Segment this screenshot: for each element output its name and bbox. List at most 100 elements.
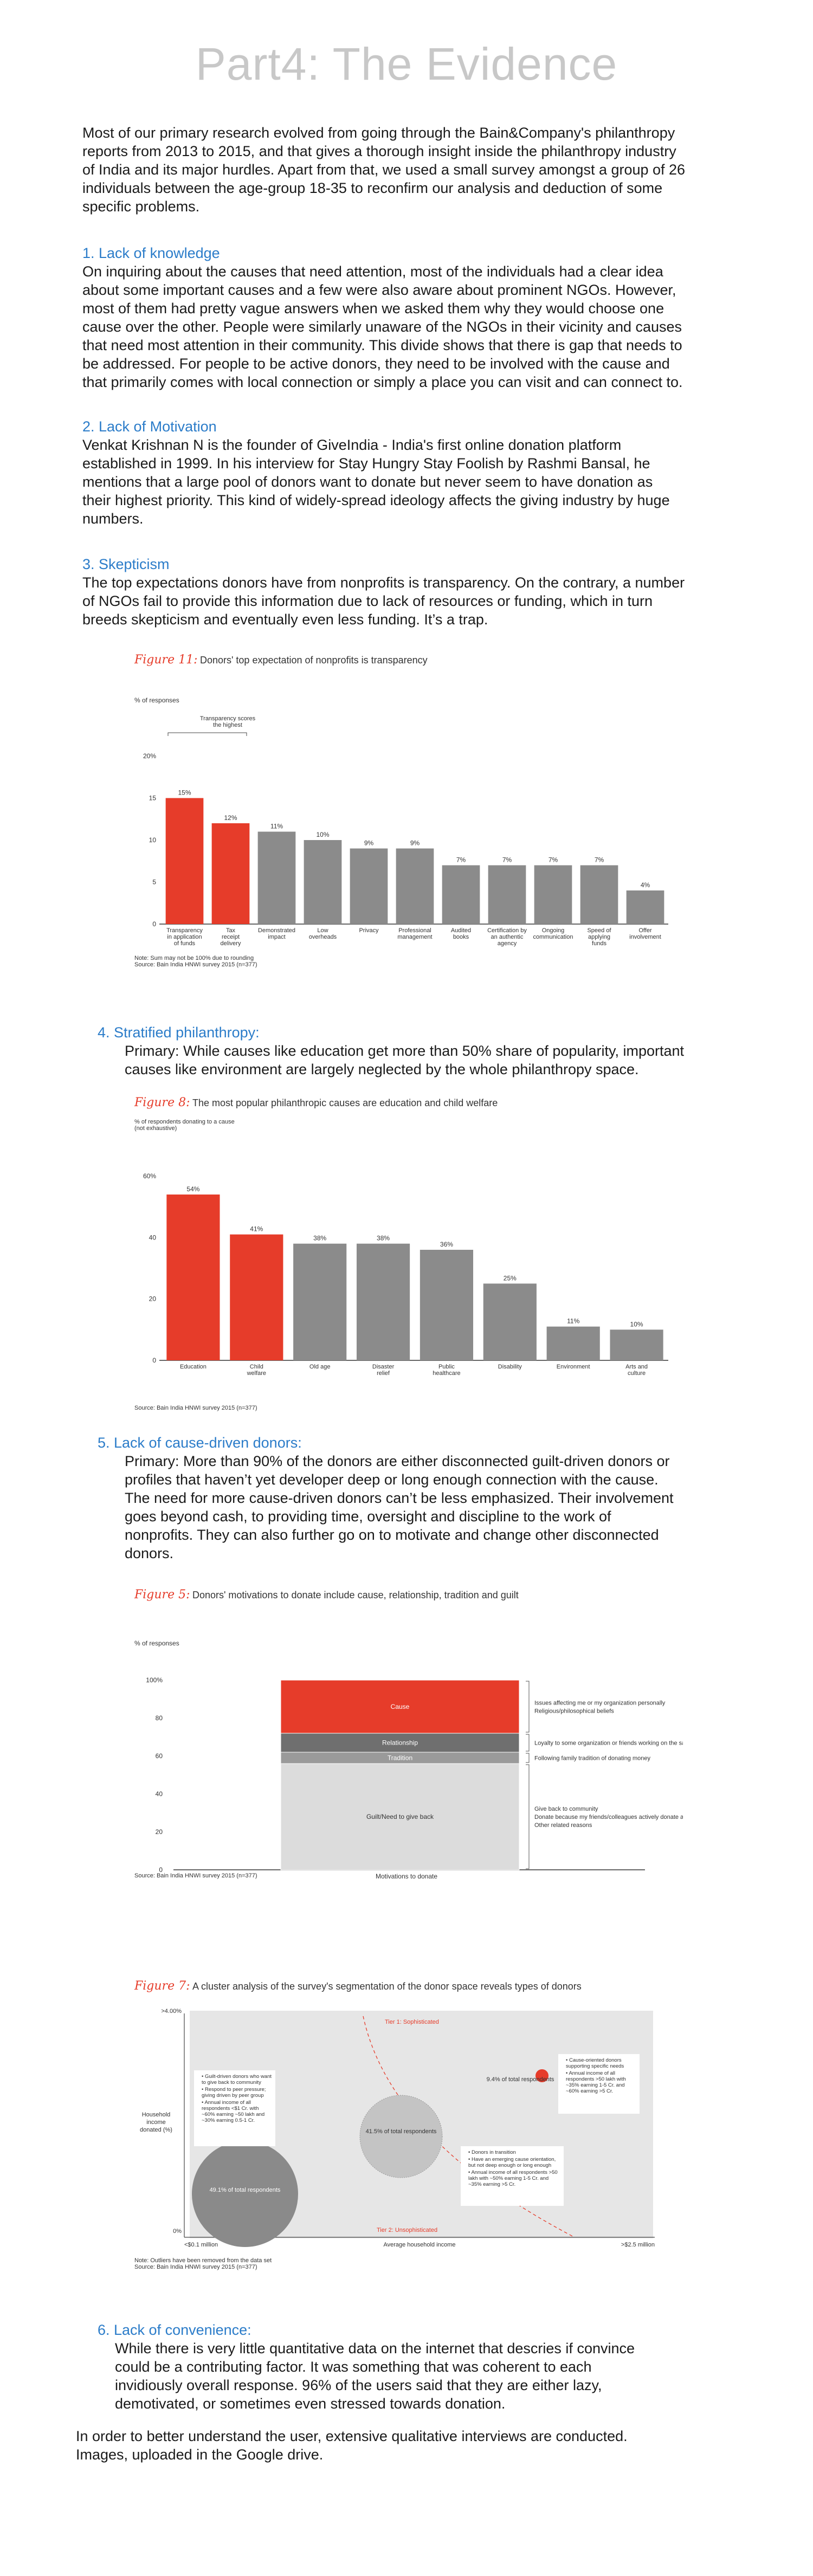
body-line: donors. (125, 1545, 174, 1561)
cluster-label: 41.5% of total respondents (366, 2128, 437, 2135)
figure-2-caption: Figure 8: The most popular philanthropic… (134, 1096, 498, 1109)
x-tick-label: receipt (222, 934, 240, 940)
x-tick-label: welfare (247, 1370, 266, 1377)
y-tick-label: 60% (143, 1172, 156, 1180)
segment-label: Guilt/Need to give back (366, 1813, 434, 1820)
cluster-note-line: ~35% earning >5 Cr. (468, 2181, 515, 2187)
x-tick-label: overheads (309, 934, 337, 940)
y-tick-label: 10 (149, 836, 157, 844)
x-tick-label: applying (588, 934, 610, 940)
x-tick-label: Education (180, 1364, 207, 1370)
body-line: While there is very little quantitative … (115, 2340, 635, 2357)
stacked-segment (280, 1763, 520, 1870)
x-axis-label: Motivations to donate (376, 1873, 437, 1880)
x-tick-label: Public (438, 1364, 455, 1370)
y-axis-label: donated (%) (140, 2127, 172, 2133)
y-tick-label: 20 (156, 1828, 163, 1836)
bar (257, 831, 296, 924)
segment-label: Cause (391, 1703, 410, 1710)
body-line: that need most attention in their commun… (82, 337, 682, 353)
intro-line: reports from 2013 to 2015, and that give… (82, 143, 676, 159)
x-tick-label: healthcare (433, 1370, 460, 1377)
body-line: Primary: More than 90% of the donors are… (125, 1453, 670, 1469)
body-line: Images, uploaded in the Google drive. (76, 2446, 324, 2463)
segment-bracket (526, 1734, 530, 1752)
subtitle-line: (not exhaustive) (134, 1125, 177, 1132)
figure-1-note: Note: Sum may not be 100% due to roundin… (134, 955, 257, 968)
annotation-bracket (167, 732, 247, 736)
body-line: On inquiring about the causes that need … (82, 263, 663, 280)
x-tick-label: Privacy (359, 927, 379, 934)
figure-1-ylabel: % of responses (134, 696, 179, 704)
figure-label: Figure 11: (134, 653, 198, 667)
x-tick-label: relief (377, 1370, 390, 1377)
data-label: 38% (313, 1235, 326, 1242)
segment-label: Tradition (388, 1754, 412, 1762)
cluster-note-line: ~60% earning >5 Cr. (566, 2088, 613, 2094)
page-title: Part4: The Evidence (195, 38, 618, 89)
y-tick-label: 0 (152, 920, 156, 928)
x-tick-label: impact (268, 934, 285, 940)
section-heading-skepticism: 3. Skepticism (82, 556, 170, 572)
x-axis-right: >$2.5 million (621, 2242, 655, 2248)
x-tick-label: Professional (398, 927, 431, 934)
body-line: causes like environment are largely negl… (125, 1061, 639, 1077)
subtitle-line: % of respondents donating to a cause (134, 1119, 235, 1125)
body-line: be addressed. For people to be active do… (82, 356, 670, 372)
bar (420, 1250, 474, 1360)
bar (293, 1243, 347, 1360)
cluster-note-line: supporting specific needs (566, 2063, 624, 2069)
y-tick-label: 0 (159, 1866, 163, 1874)
cluster-bubble (535, 2069, 549, 2082)
figure-3-note: Source: Bain India HNWI survey 2015 (n=3… (134, 1873, 257, 1879)
data-label: 4% (641, 881, 650, 889)
figure-title: A cluster analysis of the survey's segme… (192, 1981, 582, 1992)
y-tick-label: 15 (149, 795, 157, 802)
y-axis-label: Household (142, 2112, 171, 2118)
section-body-cause-driven: Primary: More than 90% of the donors are… (125, 1452, 674, 1563)
data-label: 54% (186, 1185, 199, 1193)
figure-1-caption: Figure 11: Donors' top expectation of no… (134, 653, 428, 667)
segment-note: Following family tradition of donating m… (534, 1755, 651, 1762)
x-tick-label: delivery (221, 940, 241, 947)
x-tick-label: Environment (557, 1364, 590, 1370)
cluster-note-line: respondents >50 lakh with (566, 2076, 626, 2082)
cluster-note-line: • Annual income of all (202, 2100, 251, 2106)
body-line: profiles that haven’t yet developer deep… (125, 1471, 659, 1488)
cluster-note-line: • Guilt-driven donors who want (202, 2074, 272, 2080)
body-line: invidiously overall response. 96% of the… (115, 2377, 602, 2393)
x-tick-label: Disaster (372, 1364, 395, 1370)
segment-note: Issues affecting me or my organization p… (534, 1700, 666, 1707)
y-tick-label: 100% (146, 1676, 163, 1684)
segment-note: Other related reasons (534, 1822, 592, 1829)
data-label: 11% (567, 1318, 579, 1325)
bar (580, 865, 618, 924)
segment-note: Loyalty to some organization or friends … (534, 1740, 683, 1747)
data-label: 9% (410, 840, 420, 847)
bar (546, 1326, 600, 1360)
data-label: 7% (502, 856, 512, 864)
body-line: breeds skepticism and eventually even le… (82, 611, 488, 628)
bar (610, 1329, 663, 1360)
section-body-convenience: While there is very little quantitative … (115, 2339, 635, 2413)
y-tick-label: 20% (143, 752, 156, 760)
x-tick-label: Offer (638, 927, 652, 934)
cluster-note-line: • Annual income of all respondents >50 (468, 2170, 558, 2175)
body-line: demotivated, or sometimes even stressed … (115, 2396, 506, 2412)
figure-2-subtitle: % of respondents donating to a cause (no… (134, 1119, 235, 1132)
section-body-motivation: Venkat Krishnan N is the founder of Give… (82, 436, 670, 528)
note-line: Note: Sum may not be 100% due to roundin… (134, 955, 254, 961)
figure-3-ylabel: % of responses (134, 1639, 179, 1647)
x-tick-label: management (397, 934, 432, 940)
bar (350, 848, 388, 924)
x-tick-label: Tax (226, 927, 236, 934)
data-label: 12% (224, 814, 237, 822)
y-axis-label: income (146, 2119, 165, 2126)
x-tick-label: Speed of (587, 927, 611, 934)
body-line: numbers. (82, 511, 144, 527)
stacked-segment (280, 1680, 520, 1734)
cluster-note-line: respondents <$1 Cr. with (202, 2106, 259, 2112)
data-label: 10% (316, 831, 329, 838)
y-tick-label: 40 (149, 1234, 157, 1241)
cluster-note-line: lakh with ~50% earning 1-5 Cr. and (468, 2175, 549, 2181)
